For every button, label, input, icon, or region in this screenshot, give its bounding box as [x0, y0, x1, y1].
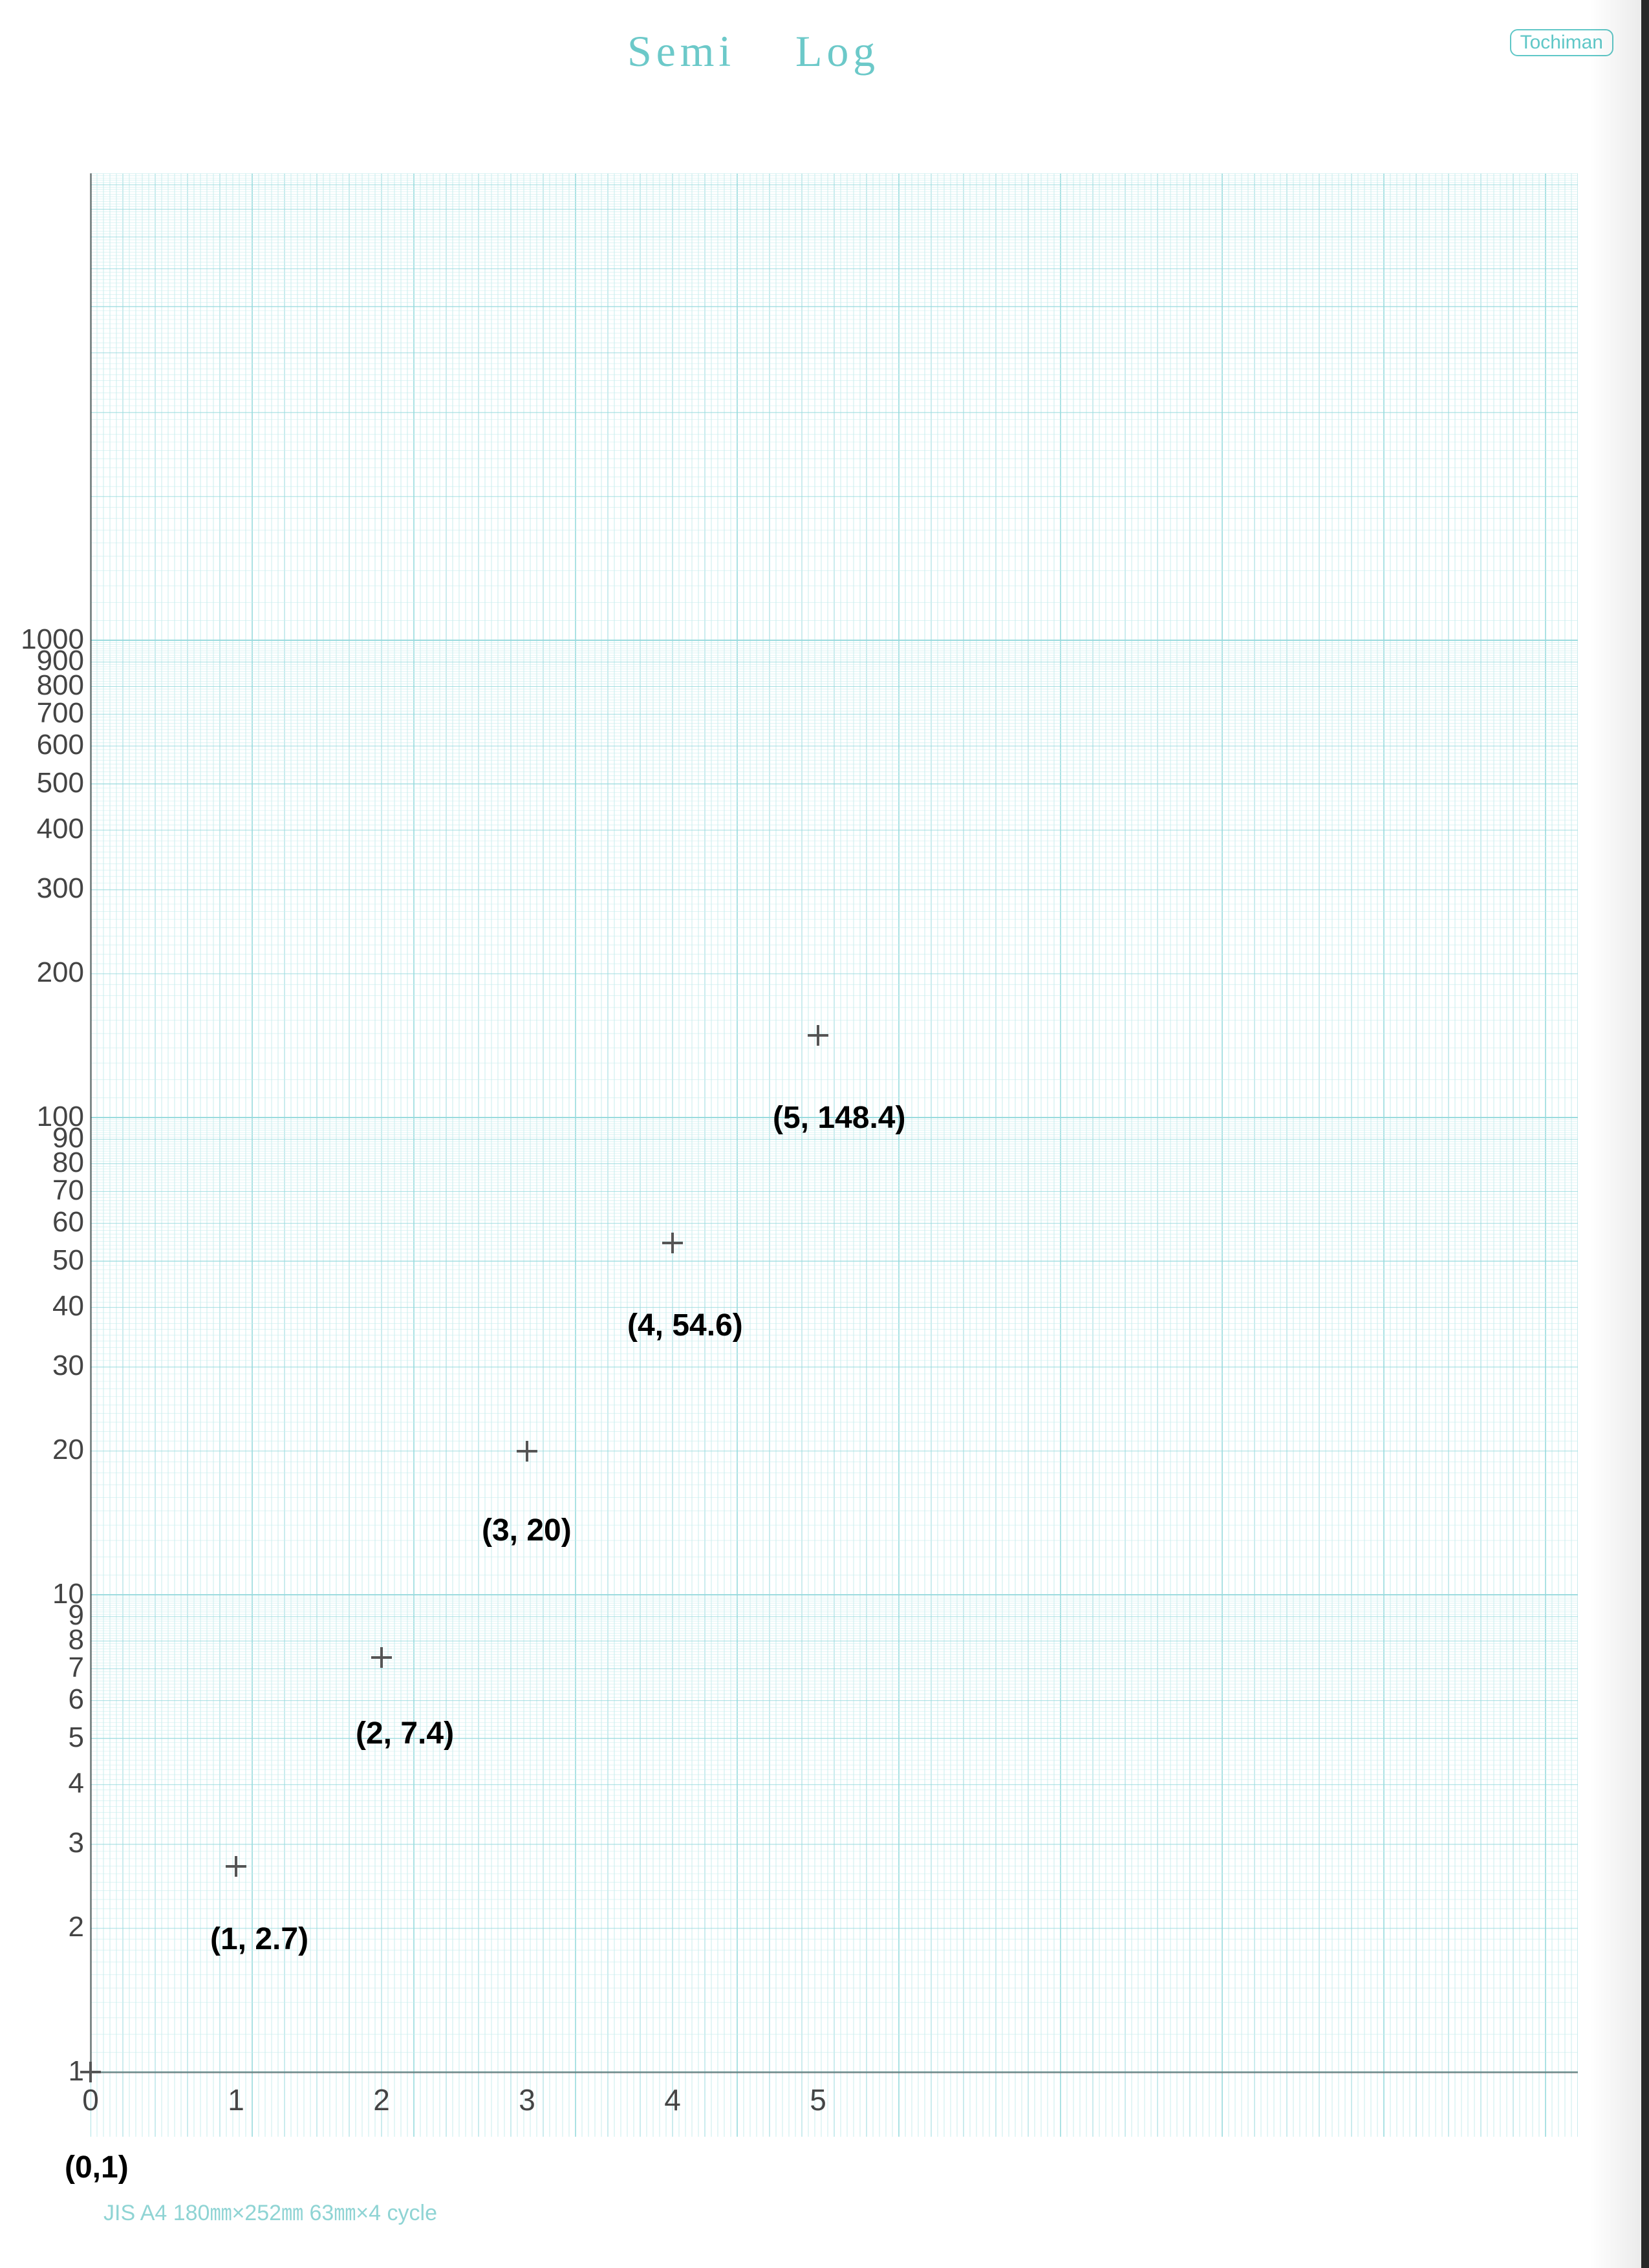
- y-tick-label: 10: [13, 1578, 84, 1610]
- y-tick-label: 6: [13, 1683, 84, 1716]
- x-axis-line: [91, 2071, 1578, 2073]
- x-tick-label: 1: [217, 2082, 255, 2117]
- y-tick-label: 100: [13, 1101, 84, 1133]
- y-tick-label: 2: [13, 1911, 84, 1943]
- y-tick-label: 1000: [13, 623, 84, 656]
- data-point-label: (3, 20): [482, 1513, 572, 1548]
- footer-spec-label: JIS A4 180㎜×252㎜ 63㎜×4 cycle: [103, 2195, 437, 2227]
- y-tick-label: 300: [13, 872, 84, 905]
- data-point-label: (2, 7.4): [356, 1716, 454, 1751]
- y-tick-label: 200: [13, 956, 84, 989]
- page-fold-shadow: [1590, 0, 1641, 2268]
- x-tick-label: 2: [362, 2082, 401, 2117]
- data-point-label: (5, 148.4): [773, 1100, 905, 1136]
- y-tick-label: 500: [13, 767, 84, 799]
- y-tick-label: 600: [13, 729, 84, 761]
- data-point-label: (0,1): [65, 2150, 129, 2185]
- x-tick-label: 5: [799, 2082, 837, 2117]
- page-root: Semi Log Tochiman 1234567891020304050607…: [0, 0, 1649, 2268]
- data-point-label: (4, 54.6): [627, 1308, 743, 1343]
- y-axis-line: [90, 173, 92, 2072]
- y-tick-label: 30: [13, 1350, 84, 1382]
- y-tick-label: 40: [13, 1290, 84, 1323]
- y-tick-label: 20: [13, 1434, 84, 1466]
- y-tick-label: 700: [13, 697, 84, 729]
- y-tick-label: 70: [13, 1174, 84, 1207]
- y-tick-label: 50: [13, 1244, 84, 1277]
- grid-svg: [91, 173, 1578, 2137]
- semilog-grid: [91, 173, 1578, 2137]
- x-tick-label: 3: [508, 2082, 546, 2117]
- y-tick-label: 5: [13, 1722, 84, 1754]
- scan-right-edge: [1641, 0, 1649, 2268]
- y-tick-label: 400: [13, 813, 84, 845]
- x-tick-label: 4: [653, 2082, 692, 2117]
- y-tick-label: 3: [13, 1827, 84, 1859]
- x-tick-label: 0: [71, 2082, 110, 2117]
- data-point-label: (1, 2.7): [210, 1921, 308, 1957]
- page-title-word-2: Log: [795, 26, 879, 77]
- y-tick-label: 7: [13, 1652, 84, 1684]
- y-tick-label: 4: [13, 1767, 84, 1800]
- page-title-word-1: Semi: [627, 26, 735, 77]
- y-tick-label: 60: [13, 1206, 84, 1238]
